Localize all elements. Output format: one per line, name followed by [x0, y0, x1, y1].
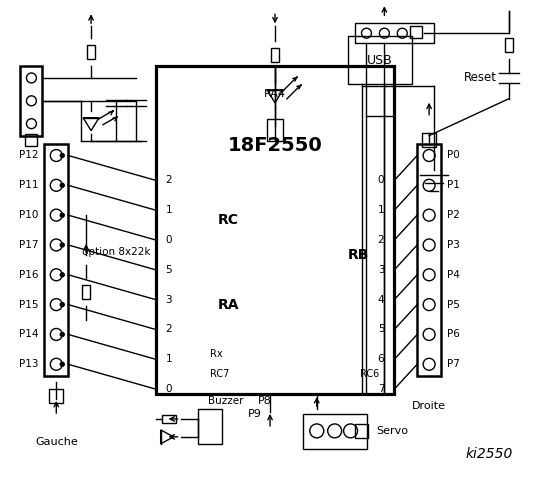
- Text: P12: P12: [19, 151, 38, 160]
- Circle shape: [60, 362, 64, 366]
- Text: 2: 2: [166, 175, 173, 185]
- Text: P10: P10: [19, 210, 38, 220]
- Circle shape: [60, 154, 64, 157]
- Bar: [156, 66, 394, 394]
- Text: 2: 2: [166, 324, 173, 335]
- Text: 6: 6: [378, 354, 384, 364]
- Bar: [25, 133, 38, 145]
- Text: 4: 4: [378, 295, 384, 305]
- Text: P6: P6: [447, 329, 460, 339]
- Bar: [417, 144, 441, 376]
- Text: 2: 2: [378, 235, 384, 245]
- Text: P14: P14: [19, 329, 38, 339]
- Text: 0: 0: [166, 235, 172, 245]
- Text: Servo: Servo: [377, 426, 409, 436]
- Text: RC6: RC6: [360, 369, 379, 379]
- Bar: [348, 36, 412, 84]
- Bar: [267, 119, 283, 141]
- Bar: [410, 26, 422, 38]
- Bar: [20, 66, 43, 136]
- Text: P15: P15: [19, 300, 38, 310]
- Bar: [82, 285, 90, 299]
- Circle shape: [60, 243, 64, 247]
- Text: 3: 3: [166, 295, 173, 305]
- Text: 5: 5: [378, 324, 384, 335]
- Text: 18F2550: 18F2550: [228, 136, 322, 155]
- Text: 1: 1: [166, 354, 173, 364]
- Text: P16: P16: [19, 270, 38, 280]
- Text: P11: P11: [19, 180, 38, 190]
- Text: 3: 3: [378, 265, 384, 275]
- Text: P3: P3: [447, 240, 460, 250]
- Bar: [87, 45, 95, 59]
- Text: Droite: Droite: [412, 401, 446, 411]
- Text: P0: P0: [447, 151, 460, 160]
- Bar: [161, 415, 176, 423]
- Text: option 8x22k: option 8x22k: [82, 247, 150, 257]
- Text: 1: 1: [378, 205, 384, 215]
- Text: RC: RC: [217, 213, 238, 227]
- Text: 0: 0: [378, 175, 384, 185]
- Bar: [44, 144, 68, 376]
- Text: 1: 1: [166, 205, 173, 215]
- Text: P4: P4: [447, 270, 460, 280]
- Circle shape: [60, 302, 64, 307]
- Bar: [49, 389, 63, 403]
- Circle shape: [60, 183, 64, 187]
- Text: RB: RB: [348, 248, 369, 262]
- Bar: [422, 132, 436, 146]
- Bar: [505, 38, 513, 52]
- Circle shape: [60, 213, 64, 217]
- Text: P7: P7: [447, 359, 460, 369]
- Text: P13: P13: [19, 359, 38, 369]
- Text: RC7: RC7: [210, 369, 229, 379]
- Bar: [199, 409, 222, 444]
- Text: Reset: Reset: [464, 72, 497, 84]
- Circle shape: [60, 333, 64, 336]
- Text: P2: P2: [447, 210, 460, 220]
- Text: Rx: Rx: [210, 349, 223, 360]
- Text: 7: 7: [378, 384, 384, 394]
- Text: Buzzer: Buzzer: [207, 396, 243, 406]
- Bar: [354, 424, 368, 438]
- Bar: [271, 48, 279, 62]
- Bar: [303, 414, 368, 449]
- Circle shape: [60, 273, 64, 277]
- Text: P5: P5: [447, 300, 460, 310]
- Text: RA: RA: [217, 298, 239, 312]
- Text: P17: P17: [19, 240, 38, 250]
- Text: P9: P9: [248, 409, 262, 419]
- Text: P1: P1: [447, 180, 460, 190]
- Bar: [354, 23, 434, 43]
- Text: P8: P8: [258, 396, 272, 406]
- Text: USB: USB: [367, 54, 392, 67]
- Text: RA4: RA4: [264, 89, 286, 99]
- Text: 5: 5: [166, 265, 173, 275]
- Text: ki2550: ki2550: [465, 447, 513, 461]
- Text: Gauche: Gauche: [35, 437, 77, 447]
- Text: 0: 0: [166, 384, 172, 394]
